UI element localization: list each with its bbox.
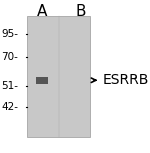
Text: B: B (76, 4, 86, 19)
Bar (27, 16, 90, 137)
Text: ESRRB: ESRRB (103, 73, 149, 87)
Bar (36, 77, 48, 84)
Text: A: A (37, 4, 47, 19)
Text: 95-: 95- (1, 29, 18, 39)
Text: 51-: 51- (1, 80, 18, 91)
Text: 70-: 70- (1, 52, 18, 62)
Text: 42-: 42- (1, 102, 18, 112)
